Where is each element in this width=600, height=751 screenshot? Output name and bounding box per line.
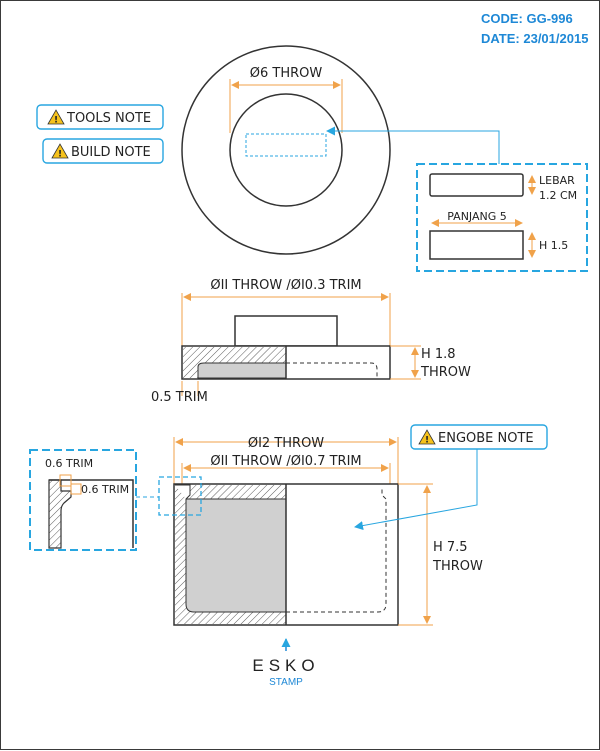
outer-rim-circle <box>181 45 391 255</box>
svg-text:!: ! <box>425 436 429 446</box>
handle-detail: LEBAR 1.2 CM PANJANG 5 H 1.5 <box>326 126 588 272</box>
lid-recess <box>197 362 287 379</box>
body-outer-diameter-label: ØI2 THROW <box>248 436 324 451</box>
rim-outline <box>49 479 134 548</box>
hidden-line <box>286 362 378 379</box>
lebar-label: LEBAR <box>539 174 575 187</box>
drawing-code: CODE: GG-996 <box>481 11 573 26</box>
engobe-leader <box>354 449 478 531</box>
detail-marker-rect <box>245 133 327 157</box>
rim-trim-top-label: 0.6 TRIM <box>45 457 93 470</box>
panjang-label: PANJANG 5 <box>447 210 507 223</box>
stamp-sub-label: STAMP <box>269 677 303 688</box>
drawing-date: DATE: 23/01/2015 <box>481 31 588 46</box>
svg-text:!: ! <box>58 150 62 160</box>
svg-text:!: ! <box>54 116 58 126</box>
lid-height-unit: THROW <box>420 365 471 380</box>
lid-diameter-label: ØII THROW /ØI0.3 TRIM <box>210 278 361 293</box>
rim-trim-side-label: 0.6 TRIM <box>81 483 129 496</box>
stamp-callout: ESKO STAMP <box>252 638 319 688</box>
body-height-unit: THROW <box>432 559 483 574</box>
build-note-label: BUILD NOTE <box>71 145 151 160</box>
handle-top-rect <box>429 230 524 260</box>
stamp-label: ESKO <box>252 656 319 675</box>
warning-icon <box>47 109 65 125</box>
lebar-value: 1.2 CM <box>539 189 577 202</box>
detail-frame <box>416 163 588 272</box>
inner-diameter-label: Ø6 THROW <box>250 66 323 81</box>
rim-profile <box>48 479 72 549</box>
build-note[interactable]: ! BUILD NOTE <box>42 138 164 164</box>
inner-well-circle <box>229 93 343 207</box>
lid-trim-label: 0.5 TRIM <box>151 390 208 405</box>
hidden-line <box>286 489 387 613</box>
body-height-label: H 7.5 <box>433 540 468 555</box>
rim-detail: 0.6 TRIM 0.6 TRIM <box>29 449 159 551</box>
trim-marker <box>70 483 82 495</box>
body-inner-diameter-label: ØII THROW /ØI0.7 TRIM <box>210 454 361 469</box>
body-cavity <box>185 498 287 613</box>
top-view: Ø6 THROW <box>181 45 391 255</box>
rim-lip <box>175 484 191 500</box>
engobe-note[interactable]: ! ENGOBE NOTE <box>410 424 548 450</box>
body-section: ØI2 THROW ØII THROW /ØI0.7 TRIM H 7.5 TH… <box>158 436 483 626</box>
lid-height-label: H 1.8 <box>421 347 456 362</box>
detail-marker-rect <box>158 476 202 516</box>
warning-icon <box>51 143 69 159</box>
trim-marker <box>59 474 72 487</box>
warning-icon <box>418 429 436 445</box>
handle-height-label: H 1.5 <box>539 239 568 252</box>
tools-note[interactable]: ! TOOLS NOTE <box>36 104 164 130</box>
tools-note-label: TOOLS NOTE <box>66 111 151 126</box>
leader-line <box>326 126 500 164</box>
lid-section: ØII THROW /ØI0.3 TRIM H 1.8 THROW 0.5 TR… <box>151 278 471 405</box>
detail-frame <box>29 449 137 551</box>
lid-knob <box>234 315 338 347</box>
handle-side-rect <box>429 173 524 197</box>
engobe-note-label: ENGOBE NOTE <box>438 431 534 446</box>
